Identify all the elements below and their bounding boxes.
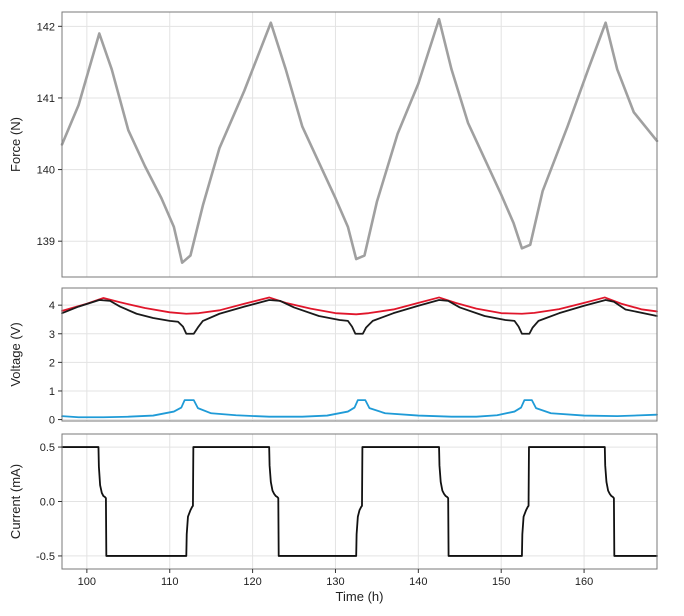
xtick-label: 130 (326, 576, 344, 588)
panel-2-ytick-label: -0.5 (36, 551, 55, 563)
xtick-label: 120 (243, 576, 261, 588)
panel-1-ytick-label: 2 (49, 357, 55, 369)
xtick-label: 110 (161, 576, 179, 588)
panel-0-background (62, 12, 657, 277)
panel-2-ylabel: Current (mA) (8, 464, 23, 539)
panel-1-series-voltage_aux (61, 399, 658, 419)
panel-1-ytick-label: 1 (49, 386, 55, 398)
panel-0-series-force (60, 17, 659, 264)
x-axis-label: Time (h) (336, 589, 384, 604)
panel-1-background (62, 288, 657, 421)
panel-0-ytick-label: 141 (37, 93, 55, 105)
xtick-label: 160 (575, 576, 593, 588)
panel-1-series-voltage_high (61, 296, 658, 316)
xtick-label: 100 (78, 576, 96, 588)
panel-1-ytick-label: 4 (49, 300, 55, 312)
xtick-label: 150 (492, 576, 510, 588)
panel-0-frame (61, 11, 658, 278)
panel-0-ylabel: Force (N) (8, 117, 23, 172)
panel-0-ytick-label: 140 (37, 165, 55, 177)
panel-1-frame (61, 287, 658, 422)
panel-1-ytick-label: 3 (49, 329, 55, 341)
panel-2-ytick-label: 0.0 (40, 497, 55, 509)
panel-0-ytick-label: 139 (37, 236, 55, 248)
xtick-label: 140 (409, 576, 427, 588)
panel-2-ytick-label: 0.5 (40, 442, 55, 454)
panel-1-ylabel: Voltage (V) (8, 322, 23, 386)
panel-1-ytick-label: 0 (49, 415, 55, 427)
panel-0-ytick-label: 142 (37, 21, 55, 33)
panel-2-series-current (61, 446, 658, 557)
panel-1-series-voltage_low (61, 299, 658, 335)
